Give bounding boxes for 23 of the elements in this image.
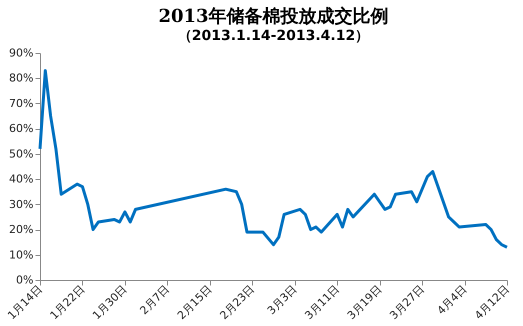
y-tick-label: 10% xyxy=(9,248,34,262)
x-tick-label: 2月7日 xyxy=(137,282,172,318)
y-tick-label: 40% xyxy=(9,172,34,186)
chart-title: 2013年储备棉投放成交比例 xyxy=(158,6,389,27)
chart-subtitle: （2013.1.14-2013.4.12） xyxy=(178,28,370,44)
x-tick-label: 2月15日 xyxy=(174,282,215,322)
y-tick-label: 50% xyxy=(9,147,34,160)
x-tick-label: 1月30日 xyxy=(90,282,130,322)
y-tick-label: 20% xyxy=(9,223,34,236)
x-tick-label: 3月3日 xyxy=(264,282,300,318)
x-tick-label: 1月22日 xyxy=(48,282,88,322)
y-tick-label: 70% xyxy=(9,96,34,110)
x-tick-label: 3月19日 xyxy=(344,282,384,322)
y-tick-label: 90% xyxy=(9,46,34,60)
y-tick-label: 80% xyxy=(9,72,34,85)
x-tick-label: 4月12日 xyxy=(472,282,512,322)
y-tick-label: 60% xyxy=(9,122,34,136)
line-series xyxy=(38,69,508,249)
y-tick-label: 30% xyxy=(9,198,34,211)
x-tick-label: 3月27日 xyxy=(387,282,427,322)
x-tick-label: 2月23日 xyxy=(217,282,258,322)
x-tick-label: 3月11日 xyxy=(302,282,342,322)
x-tick-label: 4月4日 xyxy=(434,282,470,318)
